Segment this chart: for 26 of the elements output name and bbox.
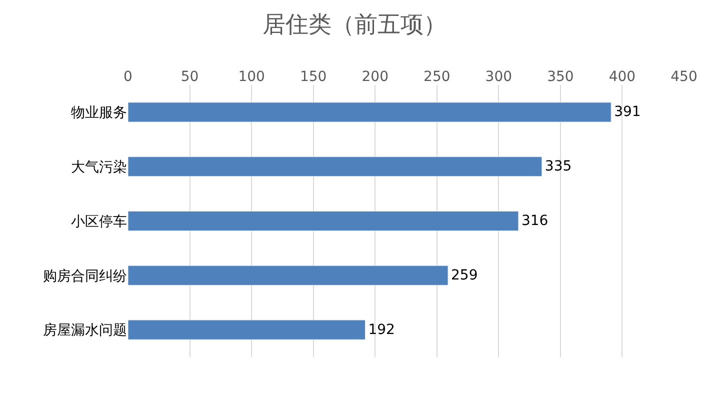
y-tick-label: 小区停车 [71, 214, 127, 230]
bar [128, 102, 612, 122]
bar [128, 265, 448, 286]
y-tick-label: 购房合同纠纷 [43, 268, 127, 284]
bar [128, 320, 366, 340]
y-tick-label: 房屋漏水问题 [43, 322, 127, 339]
data-label: 335 [544, 158, 572, 175]
data-label: 192 [368, 322, 395, 338]
x-tick-label: 150 [300, 69, 327, 86]
x-tick-label: 400 [608, 69, 636, 86]
x-tick-label: 300 [485, 69, 512, 86]
x-tick-label: 100 [238, 69, 265, 86]
y-tick-label: 物业服务 [71, 105, 127, 122]
x-tick-label: 50 [180, 69, 199, 86]
y-tick-label: 大气污染 [71, 160, 127, 176]
x-tick-label: 350 [547, 69, 574, 86]
bar [128, 210, 519, 232]
x-tick-label: 250 [424, 69, 450, 86]
chart-title: 居住类（前五项） [262, 12, 446, 38]
x-tick-label: 200 [362, 69, 388, 86]
x-tick-label: 450 [670, 69, 698, 86]
data-label: 391 [614, 104, 641, 120]
data-label: 259 [451, 267, 478, 284]
bar [128, 156, 542, 177]
x-tick-label: 0 [124, 69, 132, 86]
data-label: 316 [521, 213, 548, 229]
